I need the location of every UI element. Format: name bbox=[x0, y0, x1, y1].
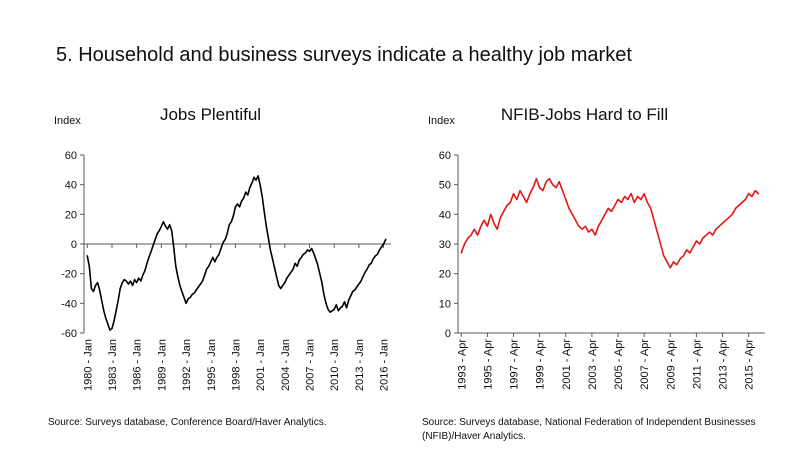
svg-text:2001 - Apr: 2001 - Apr bbox=[561, 339, 573, 390]
svg-text:2009 - Apr: 2009 - Apr bbox=[665, 339, 677, 390]
svg-text:1992 - Jan: 1992 - Jan bbox=[181, 339, 193, 391]
chart-header: Index Jobs Plentiful bbox=[38, 100, 403, 134]
svg-text:2011 - Apr: 2011 - Apr bbox=[691, 339, 703, 389]
svg-text:1983 - Jan: 1983 - Jan bbox=[107, 339, 119, 391]
svg-text:1989 - Jan: 1989 - Jan bbox=[156, 339, 168, 391]
svg-text:-60: -60 bbox=[61, 328, 77, 340]
y-axis-unit-label: Index bbox=[428, 115, 455, 127]
svg-text:2015 - Apr: 2015 - Apr bbox=[744, 339, 756, 390]
chart-nfib-jobs-hard-to-fill: Index NFIB-Jobs Hard to Fill 60 50 40 30 20 1… bbox=[412, 100, 777, 443]
svg-text:1995 - Apr: 1995 - Apr bbox=[482, 339, 494, 390]
x-axis: 1980 - Jan 1983 - Jan 1986 - Jan 1989 - Jan… bbox=[82, 243, 391, 391]
svg-text:20: 20 bbox=[65, 209, 77, 221]
svg-text:2005 - Apr: 2005 - Apr bbox=[613, 339, 625, 390]
chart-title: Jobs Plentiful bbox=[159, 105, 262, 124]
y-axis: 60 40 20 0 -20 -40 -60 bbox=[61, 150, 85, 340]
svg-text:2001 - Jan: 2001 - Jan bbox=[255, 339, 267, 391]
source-note: Source: Surveys database, Conference Boa… bbox=[48, 417, 327, 428]
svg-text:60: 60 bbox=[65, 150, 77, 162]
svg-text:2010 - Jan: 2010 - Jan bbox=[329, 339, 341, 391]
chart-title: NFIB-Jobs Hard to Fill bbox=[500, 105, 669, 124]
svg-text:2003 - Apr: 2003 - Apr bbox=[587, 339, 599, 390]
svg-text:10: 10 bbox=[439, 298, 451, 310]
y-axis-unit-label: Index bbox=[54, 115, 81, 127]
x-axis: 1993 - Apr 1995 - Apr 1997 - Apr 1999 - Apr… bbox=[456, 332, 765, 390]
svg-text:40: 40 bbox=[65, 180, 77, 192]
svg-text:1986 - Jan: 1986 - Jan bbox=[132, 339, 144, 391]
svg-text:1997 - Apr: 1997 - Apr bbox=[509, 339, 521, 390]
svg-text:0: 0 bbox=[445, 328, 451, 340]
svg-text:2004 - Jan: 2004 - Jan bbox=[280, 339, 292, 391]
slide-title: 5. Household and business surveys indica… bbox=[56, 44, 632, 66]
svg-text:1993 - Apr: 1993 - Apr bbox=[456, 339, 468, 390]
chart-jobs-plentiful: Index Jobs Plentiful 60 40 20 0 -20 -40 -60 198… bbox=[38, 100, 403, 430]
svg-text:1980 - Jan: 1980 - Jan bbox=[82, 339, 94, 391]
svg-text:1998 - Jan: 1998 - Jan bbox=[230, 339, 242, 391]
svg-text:2013 - Jan: 2013 - Jan bbox=[354, 339, 366, 391]
svg-text:0: 0 bbox=[71, 239, 77, 251]
svg-text:2016 - Jan: 2016 - Jan bbox=[379, 339, 391, 391]
y-axis: 60 50 40 30 20 10 0 bbox=[439, 150, 459, 340]
source-note: Source: Surveys database, National Feder… bbox=[422, 417, 756, 442]
svg-text:1999 - Apr: 1999 - Apr bbox=[535, 339, 547, 390]
svg-text:50: 50 bbox=[439, 180, 451, 192]
nfib-plot: 60 50 40 30 20 10 0 1993 - Apr 1995 - Apr 1997 - … bbox=[439, 150, 765, 390]
svg-text:2007 - Apr: 2007 - Apr bbox=[639, 339, 651, 390]
svg-text:30: 30 bbox=[439, 239, 451, 251]
svg-text:-40: -40 bbox=[61, 298, 77, 310]
svg-text:40: 40 bbox=[439, 209, 451, 221]
svg-text:1995 - Jan: 1995 - Jan bbox=[206, 339, 218, 391]
jobs-plentiful-plot: 60 40 20 0 -20 -40 -60 1980 - Jan 1983 - Jan 1986… bbox=[61, 150, 391, 391]
chart-header: Index NFIB-Jobs Hard to Fill bbox=[412, 100, 777, 134]
svg-text:2007 - Jan: 2007 - Jan bbox=[305, 339, 317, 391]
svg-text:2013 - Apr: 2013 - Apr bbox=[718, 339, 730, 390]
svg-text:-20: -20 bbox=[61, 269, 77, 281]
svg-text:20: 20 bbox=[439, 269, 451, 281]
series-line bbox=[86, 174, 387, 331]
series-line bbox=[460, 177, 760, 269]
svg-text:60: 60 bbox=[439, 150, 451, 162]
